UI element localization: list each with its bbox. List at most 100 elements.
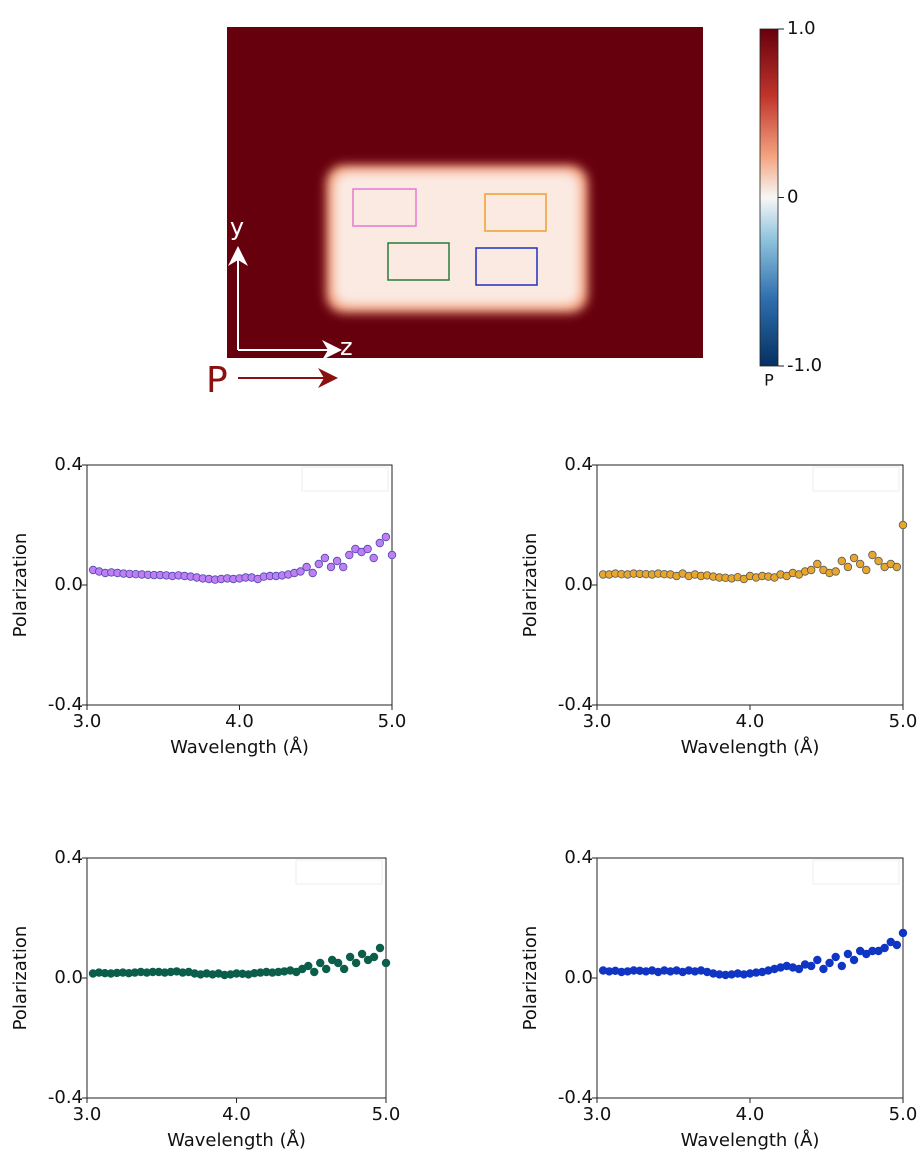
data-point <box>844 563 852 571</box>
data-point <box>814 560 822 568</box>
data-point <box>899 929 907 937</box>
data-point <box>339 563 347 571</box>
data-point <box>832 953 840 961</box>
data-point <box>382 959 390 967</box>
legend-box <box>813 467 899 491</box>
data-point <box>388 551 396 559</box>
data-point <box>844 950 852 958</box>
data-point <box>814 956 822 964</box>
colorbar-label: P <box>764 371 774 390</box>
colorbar-tick-label: 0 <box>787 187 798 208</box>
data-point <box>832 568 840 576</box>
x-tick-label: 5.0 <box>889 1104 918 1125</box>
plot-frame <box>87 465 392 705</box>
plot-frame <box>87 858 386 1098</box>
data-point <box>334 959 342 967</box>
x-axis-label: Wavelength (Å) <box>681 736 820 758</box>
y-tick-label: -0.4 <box>558 694 593 715</box>
legend-box <box>302 467 388 491</box>
data-point <box>807 962 815 970</box>
x-tick-label: 4.0 <box>222 1104 251 1125</box>
y-axis-annotation: y <box>230 213 244 241</box>
heatmap-image: y z P <box>206 27 703 401</box>
data-point <box>327 563 335 571</box>
y-tick-label: 0.0 <box>564 967 593 988</box>
figure: y z P P 1.00-1.03.04.05.0-0.40.00.4Wavel… <box>0 0 921 1157</box>
data-point <box>838 557 846 565</box>
data-point <box>364 545 372 553</box>
data-point <box>322 965 330 973</box>
x-tick-label: 4.0 <box>225 711 254 732</box>
data-point <box>899 521 907 529</box>
data-point <box>310 968 318 976</box>
data-point <box>881 944 889 952</box>
x-axis-label: Wavelength (Å) <box>170 736 309 758</box>
data-point <box>316 959 324 967</box>
data-point <box>807 566 815 574</box>
x-tick-label: 4.0 <box>736 1104 765 1125</box>
data-point <box>346 953 354 961</box>
x-tick-label: 5.0 <box>372 1104 401 1125</box>
y-tick-label: 0.4 <box>54 454 83 475</box>
y-tick-label: 0.4 <box>564 847 593 868</box>
data-point <box>321 554 329 562</box>
colorbar <box>760 29 778 366</box>
data-point <box>340 965 348 973</box>
data-point <box>875 557 883 565</box>
x-tick-label: 5.0 <box>378 711 407 732</box>
data-point <box>303 563 311 571</box>
data-point <box>820 965 828 973</box>
x-tick-label: 4.0 <box>736 711 765 732</box>
plot-frame <box>597 858 903 1098</box>
data-point <box>370 554 378 562</box>
y-tick-label: 0.4 <box>564 454 593 475</box>
data-point <box>893 563 901 571</box>
y-tick-label: 0.4 <box>54 847 83 868</box>
data-point <box>382 533 390 541</box>
data-point <box>869 551 877 559</box>
y-tick-label: -0.4 <box>558 1087 593 1108</box>
y-tick-label: -0.4 <box>48 1087 83 1108</box>
colorbar-tick-label: -1.0 <box>787 355 822 376</box>
data-point <box>850 956 858 964</box>
legend-box <box>296 860 382 884</box>
data-point <box>856 560 864 568</box>
legend-box <box>813 860 899 884</box>
x-axis-label: Wavelength (Å) <box>681 1129 820 1151</box>
y-axis-label: Polarization <box>10 533 31 638</box>
data-point <box>315 560 323 568</box>
data-point <box>333 557 341 565</box>
y-axis-label: Polarization <box>520 533 541 638</box>
y-axis-label: Polarization <box>520 926 541 1031</box>
y-tick-label: 0.0 <box>54 967 83 988</box>
sample-region <box>334 172 580 305</box>
data-point <box>376 539 384 547</box>
data-point <box>358 950 366 958</box>
x-axis-label: Wavelength (Å) <box>167 1129 306 1151</box>
plot-frame <box>597 465 903 705</box>
z-axis-annotation: z <box>340 333 353 361</box>
y-axis-label: Polarization <box>10 926 31 1031</box>
data-point <box>370 953 378 961</box>
data-point <box>352 959 360 967</box>
data-point <box>346 551 354 559</box>
data-point <box>862 566 870 574</box>
data-point <box>304 962 312 970</box>
data-point <box>893 941 901 949</box>
data-point <box>376 944 384 952</box>
data-point <box>838 962 846 970</box>
y-tick-label: -0.4 <box>48 694 83 715</box>
y-tick-label: 0.0 <box>564 574 593 595</box>
data-point <box>309 569 317 577</box>
data-point <box>826 959 834 967</box>
colorbar-tick-label: 1.0 <box>787 18 816 39</box>
p-annotation: P <box>206 360 228 401</box>
y-tick-label: 0.0 <box>54 574 83 595</box>
page: {"chart_data": [ {"type": "heatmap", "cl… <box>0 0 921 1161</box>
x-tick-label: 5.0 <box>889 711 918 732</box>
data-point <box>850 554 858 562</box>
